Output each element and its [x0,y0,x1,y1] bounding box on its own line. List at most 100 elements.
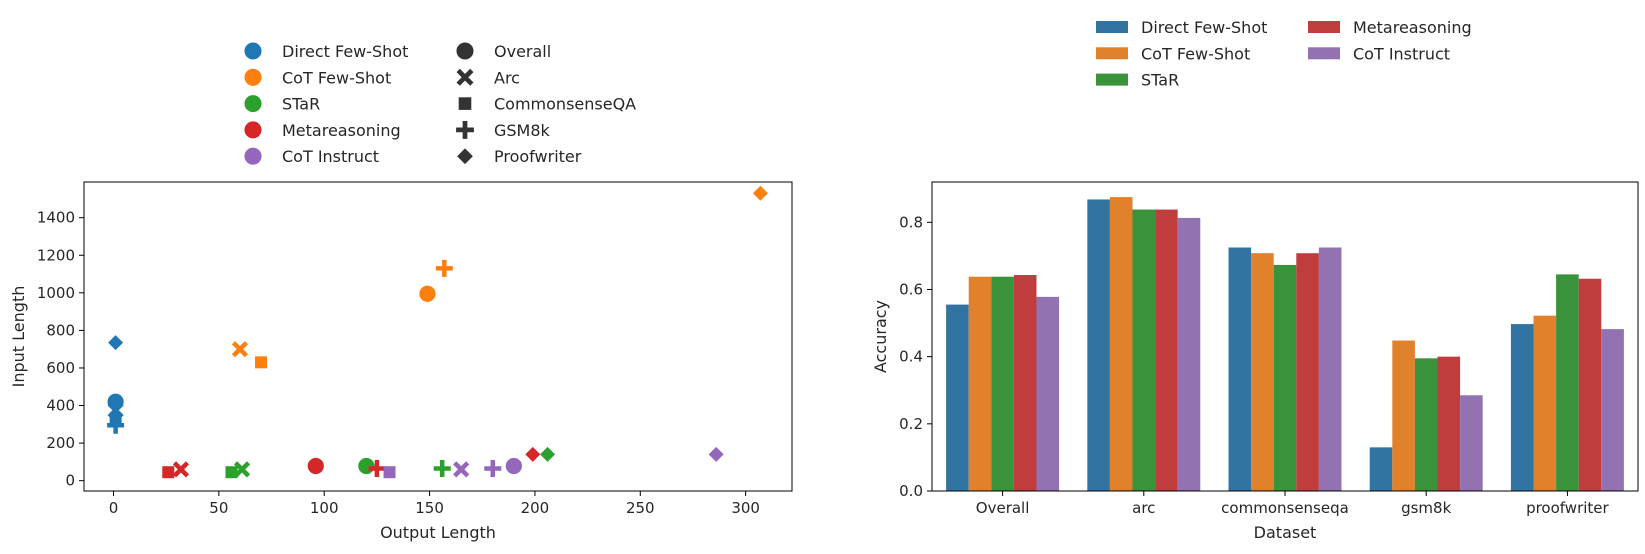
x-tick-label: 100 [310,499,339,517]
x-tick-label: arc [1132,499,1155,517]
legend-swatch-metareasoning [1308,21,1340,33]
bar-star-commonsenseqa [1273,264,1297,491]
point-metareasoning-x [172,461,190,478]
y-tick-label: 0.2 [899,415,923,433]
bar-cot-instruct-arc [1177,217,1201,491]
y-tick-label: 400 [46,397,75,415]
legend-label-metareasoning: Metareasoning [282,121,401,140]
x-axis-label: Dataset [1254,523,1317,542]
point-star-x [233,461,251,478]
legend-label-star: STaR [1141,71,1179,90]
bar-cot-few-shot-overall [968,276,992,491]
legend-label-overall: Overall [494,42,551,61]
legend-label-direct-few-shot: Direct Few-Shot [282,42,408,61]
legend-label-cot-instruct: CoT Instruct [1353,44,1450,63]
legend-label-metareasoning: Metareasoning [1353,18,1472,37]
legend-marker-cot-instruct [243,146,263,166]
legend-marker-overall [455,41,475,61]
legend-label-proofwriter: Proofwriter [494,147,582,166]
point-star-diamond [540,446,556,462]
point-cot-few-shot-circle [418,284,437,303]
x-tick-label: 300 [731,499,760,517]
x-tick-label: 250 [626,499,655,517]
bar-star-arc [1132,209,1156,491]
point-cot-instruct-plus [484,459,502,477]
legend-marker-proofwriter [457,148,473,165]
scatter-chart: 0 50 100 150 200 250 300 0 200 400 600 800 1000 1200 1… [9,41,793,542]
legend-marker-gsm8k [456,120,474,139]
legend-label-commonsenseqa: CommonsenseQA [494,95,636,114]
point-star-plus [433,459,451,477]
bar-star-overall [991,276,1014,491]
bar-direct-few-shot-gsm8k [1369,447,1393,491]
scatter-plot-frame [83,181,793,492]
bar-metareasoning-commonsenseqa [1296,253,1319,491]
bar-legend: Direct Few-Shot CoT Few-Shot STaR Metareaso… [1096,18,1472,90]
point-cot-few-shot-x [231,341,249,358]
legend-marker-star [243,94,263,113]
legend-marker-arc [456,68,474,86]
bar-metareasoning-gsm8k [1437,356,1461,491]
legend-label-cot-instruct: CoT Instruct [282,147,379,166]
point-cot-instruct-diamond [708,446,724,462]
legend-label-star: STaR [282,95,320,114]
scatter-legend: Direct Few-Shot CoT Few-Shot STaR Metareaso… [243,41,636,166]
point-cot-instruct-circle [504,457,523,475]
point-star-square [225,466,238,479]
bar-direct-few-shot-proofwriter [1510,324,1534,491]
y-tick-label: 0 [65,472,75,490]
y-tick-label: 1200 [37,246,75,264]
point-metareasoning-circle [306,457,325,475]
legend-label-gsm8k: GSM8k [494,121,551,140]
point-metareasoning-diamond [525,446,541,462]
bar-cot-instruct-gsm8k [1460,395,1483,491]
point-metareasoning-plus [368,459,386,477]
x-tick-label: proofwriter [1526,499,1609,517]
y-tick-label: 1000 [37,284,75,302]
point-direct-few-shot-plus [107,416,125,434]
legend-swatch-direct-few-shot [1096,21,1128,33]
legend-marker-direct-few-shot [243,41,263,61]
x-tick-label: Overall [976,499,1030,517]
legend-marker-metareasoning [243,120,263,140]
bar-cot-few-shot-gsm8k [1392,340,1415,491]
bar-star-proofwriter [1556,274,1579,491]
x-axis-label: Output Length [380,523,496,542]
legend-swatch-cot-few-shot [1096,47,1128,60]
bar-metareasoning-overall [1013,275,1037,491]
y-tick-label: 200 [46,434,75,452]
point-cot-few-shot-diamond [752,185,768,201]
point-direct-few-shot-diamond [108,335,124,351]
bar-star-gsm8k [1414,358,1438,491]
y-tick-label: 600 [46,359,75,377]
bar-cot-few-shot-commonsenseqa [1251,253,1274,491]
legend-label-cot-few-shot: CoT Few-Shot [1141,44,1250,63]
legend-marker-commonsenseqa [458,97,472,110]
point-star-circle [357,457,376,475]
bar-cot-instruct-overall [1036,296,1060,491]
bar-direct-few-shot-commonsenseqa [1228,247,1252,491]
x-tick-label: 50 [209,499,228,517]
x-tick-label: 150 [415,499,444,517]
y-tick-label: 0.6 [899,280,923,298]
legend-label-direct-few-shot: Direct Few-Shot [1141,18,1267,37]
x-tick-label: 0 [109,499,119,517]
y-tick-label: 800 [46,321,75,339]
bar-cot-instruct-commonsenseqa [1318,247,1342,491]
point-cot-few-shot-square [255,356,267,369]
bar-metareasoning-arc [1155,209,1178,491]
y-tick-label: 1400 [37,209,75,227]
legend-marker-cot-few-shot [243,67,263,87]
x-tick-label: gsm8k [1401,499,1451,517]
bar-cot-few-shot-arc [1109,197,1133,491]
y-tick-label: 0.0 [899,482,923,500]
x-tick-label: commonsenseqa [1221,499,1349,517]
point-cot-few-shot-plus [435,259,453,277]
legend-label-arc: Arc [494,68,520,87]
bar-cot-instruct-proofwriter [1601,329,1624,491]
point-cot-instruct-x [453,461,470,478]
bar-metareasoning-proofwriter [1578,278,1602,491]
bar-direct-few-shot-arc [1087,199,1110,491]
point-metareasoning-square [162,466,175,479]
